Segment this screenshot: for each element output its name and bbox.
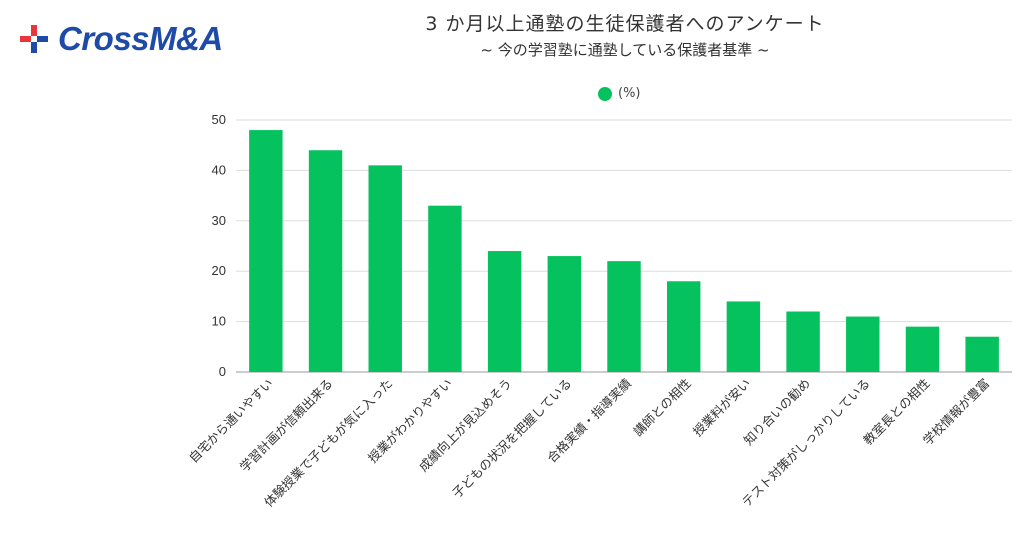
- bar: [487, 251, 522, 372]
- chart-title: 3 か月以上通塾の生徒保護者へのアンケート: [425, 13, 825, 35]
- chart-title-block: 3 か月以上通塾の生徒保護者へのアンケート ~ 今の学習塾に通塾している保護者基…: [300, 10, 950, 61]
- brand-logo: CrossM&A: [18, 20, 223, 58]
- y-tick-label: 20: [212, 263, 226, 278]
- logo-text: CrossM&A: [58, 20, 223, 57]
- y-tick-label: 0: [219, 364, 226, 379]
- chart-subtitle: ~ 今の学習塾に通塾している保護者基準 ~: [480, 41, 770, 59]
- cross-logo-icon: [20, 25, 48, 53]
- x-category-label: 講師との相性: [630, 376, 694, 440]
- bar: [607, 261, 641, 372]
- bar: [846, 316, 880, 372]
- x-category-label: 体験授業で子どもが気に入った: [261, 376, 395, 510]
- y-tick-label: 40: [212, 162, 226, 177]
- bar: [726, 301, 761, 372]
- y-tick-label: 50: [212, 112, 226, 127]
- bar: [308, 150, 343, 372]
- y-tick-label: 30: [212, 213, 226, 228]
- legend: (%): [598, 86, 641, 101]
- bar: [368, 165, 402, 372]
- bar: [249, 130, 283, 372]
- bar: [428, 205, 462, 372]
- x-category-label: 授業料が安い: [690, 376, 754, 440]
- bar: [786, 311, 820, 372]
- bar: [547, 256, 582, 372]
- legend-label: (%): [618, 86, 641, 101]
- bar: [666, 281, 701, 372]
- x-category-label: テスト対策がしっかりしている: [739, 376, 873, 510]
- bar: [965, 336, 999, 372]
- bar: [905, 326, 940, 372]
- legend-swatch: [598, 86, 612, 101]
- x-category-label: 子どもの状況を把握している: [449, 376, 574, 501]
- y-tick-label: 10: [212, 314, 226, 329]
